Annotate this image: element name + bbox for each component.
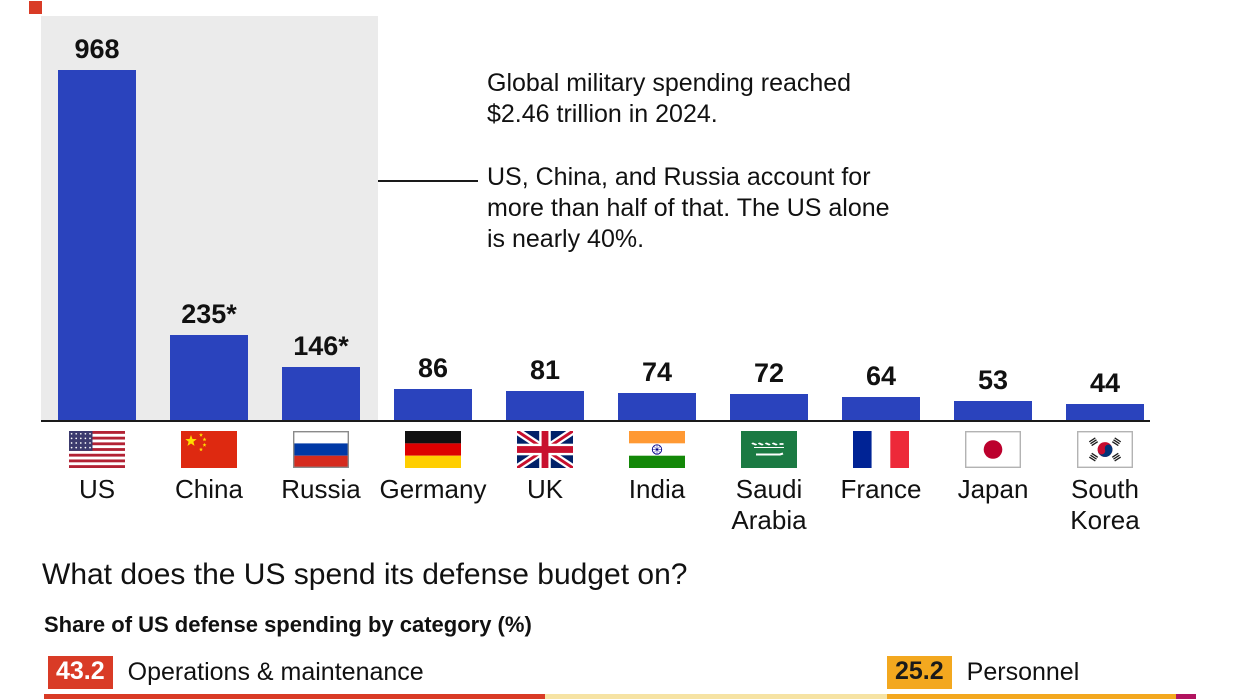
annotation-block: Global military spending reached $2.46 t… bbox=[487, 68, 907, 255]
bar-value-label: 235* bbox=[181, 299, 237, 329]
country-label: Germany bbox=[379, 474, 487, 504]
flag-ru-icon bbox=[292, 430, 349, 468]
legend-label-personnel: Personnel bbox=[966, 657, 1080, 686]
flag-kr-icon bbox=[1076, 430, 1133, 468]
cutoff-red-mark bbox=[29, 1, 42, 14]
flag-uk-icon bbox=[514, 427, 576, 472]
legend-label-operations: Operations & maintenance bbox=[127, 657, 424, 686]
flag-in-icon bbox=[629, 431, 685, 468]
bar-china bbox=[170, 335, 248, 420]
legend-item-personnel: 25.2 Personnel bbox=[887, 655, 1079, 689]
bar-saudi-arabia bbox=[730, 394, 808, 420]
country-label: India bbox=[628, 474, 686, 504]
flag-jp-icon bbox=[964, 430, 1021, 468]
bar-uk bbox=[506, 391, 584, 420]
strip-segment-2 bbox=[887, 694, 1176, 699]
flag-us-icon bbox=[69, 431, 125, 469]
country-label: US bbox=[78, 474, 116, 504]
bar-france bbox=[842, 397, 920, 420]
country-label: Russia bbox=[281, 474, 361, 504]
strip-segment-1 bbox=[545, 694, 887, 699]
country-label: China bbox=[175, 474, 243, 504]
flag-de-icon bbox=[405, 431, 461, 468]
bar-germany bbox=[394, 389, 472, 420]
country-label: Japan bbox=[957, 474, 1029, 504]
bar-us bbox=[58, 70, 136, 420]
strip-segment-3 bbox=[1176, 694, 1196, 699]
annotation-paragraph-1: Global military spending reached $2.46 t… bbox=[487, 69, 852, 128]
bar-south-korea bbox=[1066, 404, 1144, 420]
country-label: South Korea bbox=[1070, 474, 1140, 535]
country-label: France bbox=[840, 474, 922, 504]
bar-value-label: 72 bbox=[753, 358, 785, 388]
flag-cn-icon bbox=[181, 431, 237, 468]
bar-russia bbox=[282, 367, 360, 420]
bar-value-label: 74 bbox=[641, 357, 673, 387]
bar-japan bbox=[954, 401, 1032, 420]
bar-value-label: 146* bbox=[293, 331, 349, 361]
legend-value-chip-operations: 43.2 bbox=[48, 655, 113, 689]
bar-value-label: 86 bbox=[417, 353, 449, 383]
bar-value-label: 81 bbox=[529, 355, 561, 385]
country-label: Saudi Arabia bbox=[731, 474, 807, 535]
legend-item-operations-maintenance: 43.2 Operations & maintenance bbox=[48, 655, 424, 689]
strip-segment-0 bbox=[44, 694, 545, 699]
bar-value-label: 64 bbox=[865, 361, 897, 391]
x-axis-line bbox=[41, 420, 1150, 422]
bar-india bbox=[618, 393, 696, 420]
bar-value-label: 44 bbox=[1089, 368, 1121, 398]
bar-value-label: 53 bbox=[977, 365, 1009, 395]
bar-value-label: 968 bbox=[74, 34, 120, 64]
flag-fr-icon bbox=[853, 431, 909, 468]
section-heading: What does the US spend its defense budge… bbox=[42, 558, 688, 591]
category-stacked-bar bbox=[0, 694, 1245, 699]
category-chart-title: Share of US defense spending by category… bbox=[44, 612, 532, 637]
annotation-paragraph-2: US, China, and Russia account for more t… bbox=[487, 163, 890, 253]
annotation-connector-line bbox=[378, 180, 478, 182]
legend-value-chip-personnel: 25.2 bbox=[887, 655, 952, 689]
country-label: UK bbox=[526, 474, 564, 504]
flag-sa-icon bbox=[741, 431, 797, 468]
